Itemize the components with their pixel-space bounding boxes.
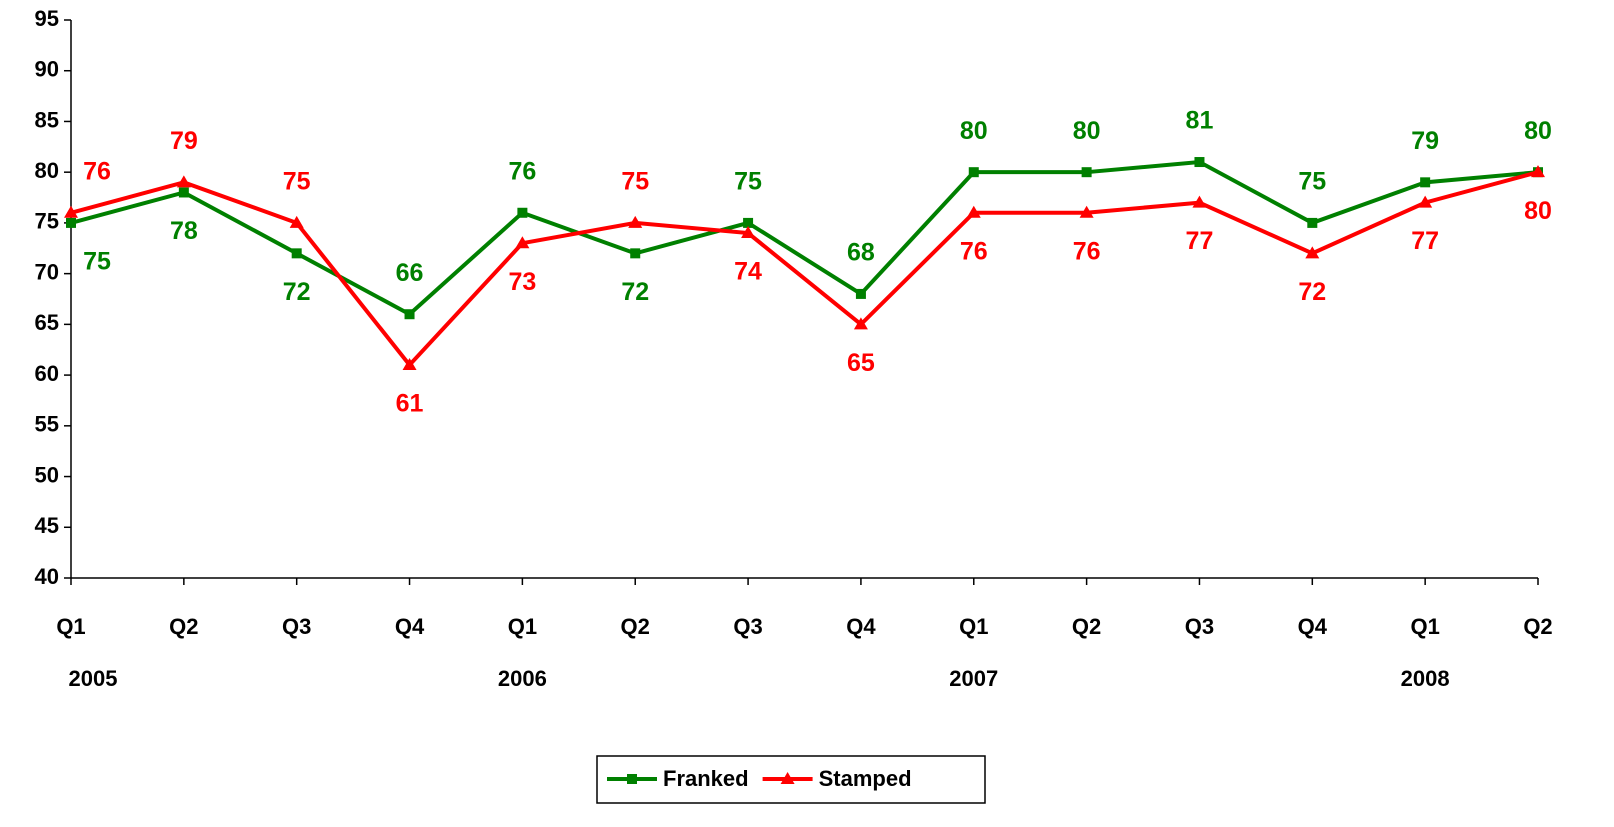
y-tick-label: 80 [35, 158, 59, 183]
marker [1079, 205, 1094, 218]
marker [853, 317, 868, 330]
marker [1418, 195, 1433, 208]
marker [1307, 217, 1318, 228]
y-tick-label: 95 [35, 6, 59, 31]
data-label: 72 [621, 278, 649, 306]
x-tick-label: Q4 [1298, 614, 1328, 639]
data-label: 74 [734, 258, 762, 286]
data-label: 76 [83, 157, 111, 185]
marker [1194, 157, 1205, 168]
legend: Franked Stamped [596, 755, 986, 804]
marker [627, 774, 637, 784]
marker [64, 205, 78, 218]
marker [404, 309, 415, 320]
y-tick-label: 55 [35, 412, 59, 437]
marker [1420, 177, 1431, 188]
series-line [70, 159, 1539, 317]
data-label: 78 [170, 217, 198, 245]
y-tick-label: 50 [35, 462, 59, 487]
x-tick-label: Q1 [959, 614, 988, 639]
y-tick-label: 90 [35, 57, 59, 82]
data-label: 76 [960, 237, 988, 265]
data-label: 80 [1524, 197, 1552, 225]
data-label: 75 [734, 168, 762, 196]
marker [780, 772, 795, 784]
series-line [70, 170, 1539, 369]
x-group-label: 2008 [1401, 666, 1450, 691]
x-tick-label: Q2 [1072, 614, 1101, 639]
data-label: 80 [1524, 117, 1552, 145]
data-label: 75 [621, 168, 649, 196]
x-tick-label: Q4 [395, 614, 425, 639]
x-tick-label: Q3 [282, 614, 311, 639]
marker [402, 357, 417, 370]
y-tick-label: 65 [35, 310, 59, 335]
marker [628, 215, 643, 228]
x-tick-label: Q2 [169, 614, 198, 639]
data-label: 72 [1298, 278, 1326, 306]
data-label: 65 [847, 349, 875, 377]
data-label: 72 [283, 278, 311, 306]
marker [1192, 195, 1207, 208]
data-label: 79 [170, 127, 198, 155]
data-label: 76 [508, 157, 536, 185]
y-tick-label: 45 [35, 513, 59, 538]
data-label: 80 [1073, 117, 1101, 145]
data-label: 73 [508, 268, 536, 296]
x-tick-label: Q2 [1523, 614, 1552, 639]
y-tick-label: 75 [35, 209, 59, 234]
marker [741, 226, 756, 239]
marker [291, 248, 302, 259]
legend-label: Stamped [819, 766, 912, 791]
data-label: 75 [283, 168, 311, 196]
x-tick-label: Q4 [846, 614, 876, 639]
y-tick-label: 70 [35, 259, 59, 284]
marker [1305, 246, 1320, 259]
data-label: 68 [847, 239, 875, 267]
x-group-label: 2005 [69, 666, 118, 691]
data-label: 75 [83, 248, 111, 276]
y-tick-label: 40 [35, 564, 59, 589]
data-label: 79 [1411, 127, 1439, 155]
y-tick-label: 85 [35, 107, 59, 132]
data-label: 66 [396, 259, 424, 287]
x-tick-label: Q3 [733, 614, 762, 639]
data-label: 76 [1073, 237, 1101, 265]
x-tick-label: Q1 [56, 614, 85, 639]
x-group-label: 2007 [949, 666, 998, 691]
marker [178, 187, 189, 198]
marker [66, 217, 76, 228]
data-label: 77 [1186, 227, 1214, 255]
data-label: 61 [396, 390, 424, 418]
legend-label: Franked [663, 766, 749, 791]
marker [966, 205, 981, 218]
marker [176, 175, 191, 188]
x-tick-label: Q3 [1185, 614, 1214, 639]
marker [517, 207, 528, 218]
x-tick-label: Q2 [621, 614, 650, 639]
marker [743, 217, 754, 228]
marker [1531, 165, 1545, 178]
x-tick-label: Q1 [508, 614, 537, 639]
data-label: 77 [1411, 227, 1439, 255]
x-group-label: 2006 [498, 666, 547, 691]
marker [855, 288, 866, 299]
data-label: 80 [960, 117, 988, 145]
data-label: 75 [1298, 168, 1326, 196]
marker [968, 167, 979, 178]
marker [289, 215, 304, 228]
legend-box [596, 755, 986, 804]
y-tick-label: 60 [35, 361, 59, 386]
marker [515, 236, 530, 249]
marker [1081, 167, 1092, 178]
marker [630, 248, 641, 259]
x-tick-label: Q1 [1410, 614, 1439, 639]
data-label: 81 [1186, 107, 1214, 135]
